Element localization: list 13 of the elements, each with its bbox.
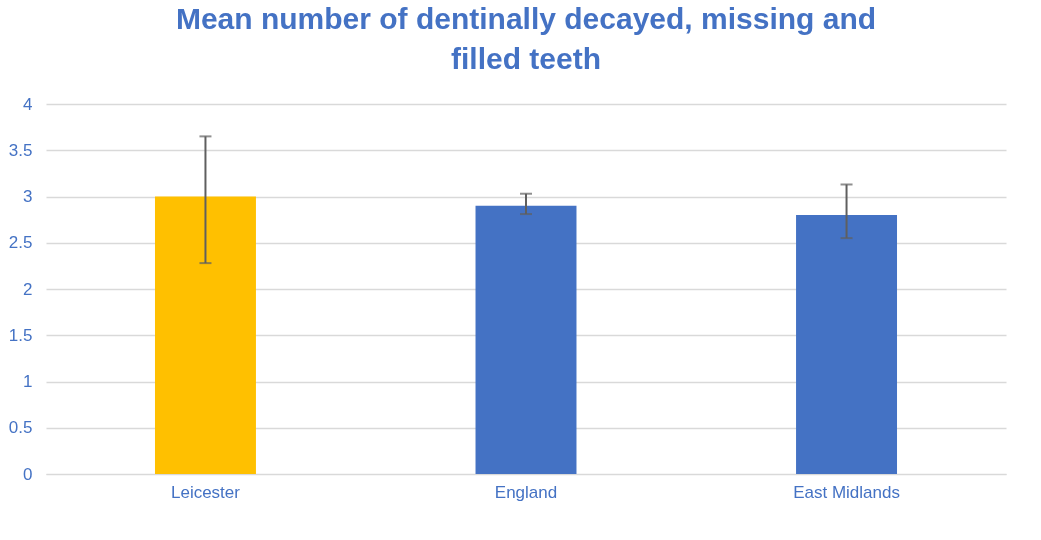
y-tick-label: 2.5 [8, 233, 33, 253]
y-tick-label: 4 [23, 94, 33, 114]
y-tick-label: 3 [23, 187, 33, 206]
y-tick-label: 0 [23, 464, 33, 484]
x-tick-label: England [494, 482, 558, 502]
y-tick-label: 1.5 [8, 325, 33, 345]
y-tick-label: 2 [23, 279, 33, 299]
chart-title: Mean number of dentinally decayed, missing and filled teeth [175, 2, 877, 75]
y-tick-label: 0.5 [8, 418, 33, 438]
x-tick-label: Leicester [170, 482, 241, 502]
y-tick-label: 3.5 [8, 140, 33, 160]
x-tick-label: East Midlands [793, 482, 900, 502]
y-tick-label: 1 [23, 372, 33, 391]
